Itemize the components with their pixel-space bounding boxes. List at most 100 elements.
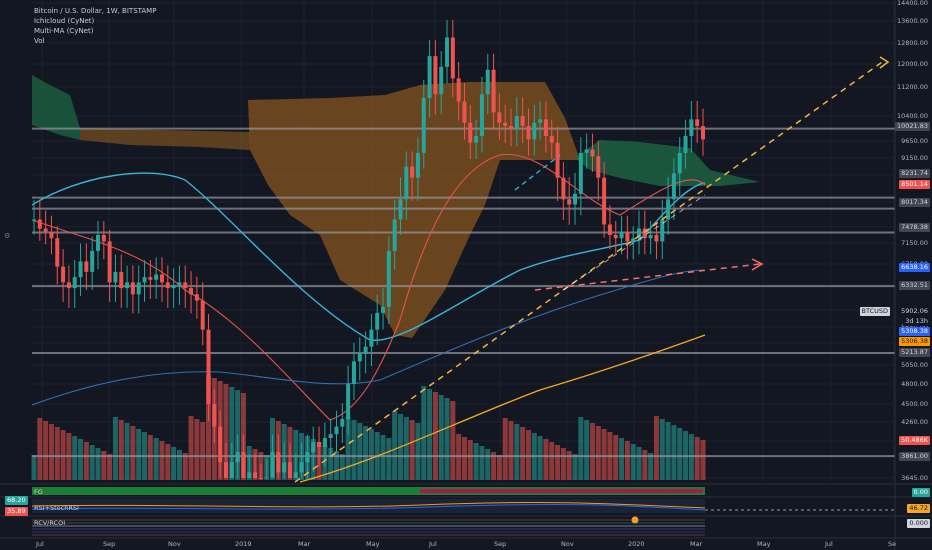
indicator-multi-ma[interactable]: Multi-MA (CyNet): [34, 27, 94, 35]
candle: [287, 462, 292, 478]
volume-bar: [386, 438, 392, 480]
volume-bar: [467, 440, 473, 480]
candle: [154, 274, 159, 280]
x-tick-label: Nov: [168, 540, 181, 548]
rsi-value: 46.72: [907, 504, 930, 513]
volume-bar: [328, 448, 334, 480]
candle: [107, 241, 112, 283]
candle: [78, 261, 83, 278]
stoch-line: [31, 503, 706, 511]
candle: [584, 149, 589, 153]
candle: [206, 329, 211, 404]
candle: [573, 193, 578, 205]
candle: [450, 37, 455, 79]
trend-line-white: [562, 194, 706, 291]
candle: [479, 94, 484, 136]
volume-bar: [485, 449, 491, 480]
volume-bar: [491, 452, 497, 480]
candle: [660, 219, 665, 242]
volume-bar: [508, 421, 514, 480]
rcv-pane-label: RCV/RCOI: [34, 519, 66, 527]
candle: [421, 97, 426, 153]
x-tick-label: May: [757, 540, 771, 548]
volume-bar: [479, 446, 485, 480]
volume-bar: [555, 445, 561, 480]
candle: [543, 119, 548, 136]
volume-bar: [72, 436, 78, 480]
candle: [677, 152, 682, 174]
y-tick-label: 4500.00: [901, 400, 928, 408]
cloud-bear: [80, 128, 250, 150]
candle: [218, 426, 223, 463]
candle: [497, 112, 502, 123]
x-tick-label: Sep: [494, 540, 507, 548]
candle: [456, 78, 461, 102]
candle: [671, 173, 676, 200]
volume-bar: [95, 448, 101, 480]
price-tag: 8017.34: [899, 198, 930, 207]
candle: [607, 224, 612, 235]
x-tick-label: Jul: [825, 540, 833, 548]
candle: [340, 419, 345, 427]
arrow-head: [879, 56, 890, 69]
volume-bar: [147, 435, 153, 480]
candle: [264, 477, 269, 479]
volume-bar: [525, 430, 531, 480]
volume-bar: [130, 426, 136, 480]
candle: [532, 122, 537, 140]
candle: [578, 152, 583, 194]
candle: [200, 300, 205, 330]
price-tag: 50.486K: [898, 436, 930, 445]
candle: [625, 231, 630, 242]
volume-bar: [403, 417, 409, 480]
candle: [276, 452, 281, 473]
candle: [509, 126, 514, 130]
candle: [555, 142, 560, 178]
indicator-vol[interactable]: Vol: [34, 37, 45, 45]
volume-bar: [54, 427, 60, 480]
volume-bar: [339, 454, 345, 480]
price-tag: 5902.06: [899, 307, 930, 316]
candle: [223, 462, 228, 478]
volume-bar: [566, 451, 572, 480]
candle: [357, 354, 362, 362]
ma-cyan: [31, 172, 706, 342]
price-tag: 8231.74: [899, 169, 930, 178]
indicator-ichicloud[interactable]: Ichicloud (CyNet): [34, 17, 95, 25]
x-tick-label: Mar: [690, 540, 703, 548]
price-tag: 5306.38: [899, 337, 930, 346]
volume-bar: [653, 416, 659, 480]
candle: [66, 282, 71, 289]
candlesticks: [32, 19, 705, 479]
candle: [253, 472, 258, 478]
candle: [194, 294, 199, 301]
indicator-panes: [0, 483, 932, 539]
candle: [538, 119, 543, 123]
candle: [654, 235, 659, 242]
candle: [119, 271, 124, 289]
x-tick-label: May: [366, 540, 380, 548]
settings-icon[interactable]: ⚙: [4, 232, 11, 240]
candle: [311, 442, 316, 453]
volume-bar: [502, 418, 508, 480]
candle: [427, 56, 432, 98]
volume-bar: [159, 441, 165, 480]
candle: [305, 452, 310, 463]
ichimoku-cloud: [32, 75, 760, 338]
candle: [648, 235, 653, 239]
volume-bar: [83, 442, 89, 480]
ma-blue: [31, 269, 706, 406]
volume-bar: [37, 418, 43, 480]
candle: [514, 116, 519, 130]
volume-bar: [450, 401, 456, 480]
volume-bar: [206, 375, 212, 480]
volume-bar: [415, 423, 421, 480]
candle: [474, 136, 479, 143]
volume-bar: [432, 392, 438, 480]
price-tag: 6638.16: [899, 263, 930, 272]
trend-lines: [294, 56, 890, 483]
symbol-title: Bitcoin / U.S. Dollar, 1W, BITSTAMP: [34, 7, 157, 15]
volume-bar: [368, 429, 374, 480]
candle: [282, 462, 287, 473]
